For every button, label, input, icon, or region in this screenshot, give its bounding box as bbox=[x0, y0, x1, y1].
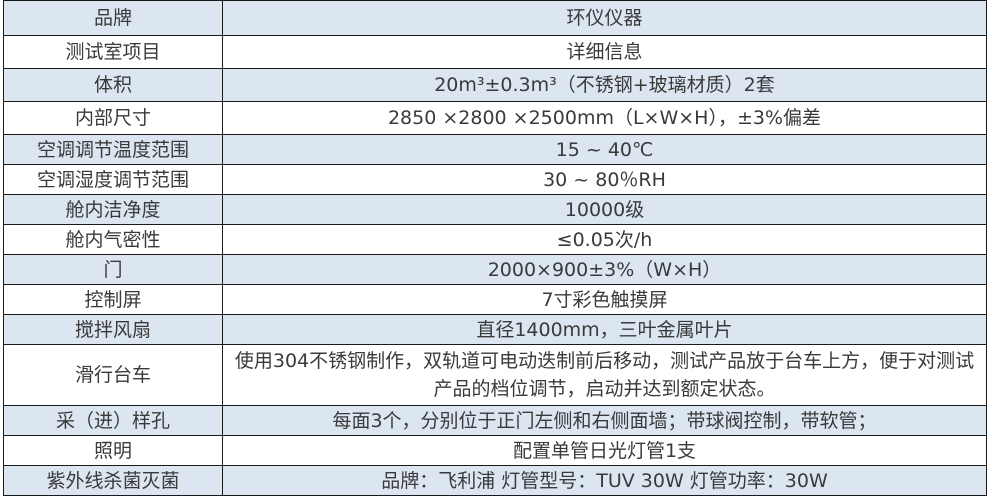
row-value: 20m³±0.3m³（不锈钢+玻璃材质）2套 bbox=[222, 68, 987, 102]
row-label: 滑行台车 bbox=[3, 344, 223, 406]
row-value: 2850 ×2800 ×2500mm（L×W×H），±3%偏差 bbox=[222, 101, 987, 135]
row-value: 30 ~ 80％RH bbox=[222, 164, 987, 195]
table-row: 紫外线杀菌灭菌 品牌：飞利浦 灯管型号：TUV 30W 灯管功率：30W bbox=[3, 465, 987, 496]
table-row: 体积 20m³±0.3m³（不锈钢+玻璃材质）2套 bbox=[3, 68, 987, 102]
table-row: 舱内气密性 ≤0.05次/h bbox=[3, 224, 987, 255]
row-label: 门 bbox=[3, 254, 223, 285]
table-row: 控制屏 7寸彩色触摸屏 bbox=[3, 284, 987, 315]
row-label: 空调调节温度范围 bbox=[3, 134, 223, 165]
row-value: 详细信息 bbox=[222, 35, 987, 69]
table-row: 采（进）样孔 每面3个，分别位于正门左侧和右侧面墙；带球阀控制，带软管； bbox=[3, 405, 987, 436]
row-label: 测试室项目 bbox=[3, 35, 223, 69]
row-value: 2000×900±3%（W×H） bbox=[222, 254, 987, 285]
row-value: 15 ~ 40℃ bbox=[222, 134, 987, 165]
table-row: 测试室项目 详细信息 bbox=[3, 35, 987, 69]
row-value: 环仪仪器 bbox=[222, 0, 987, 36]
row-value: 每面3个，分别位于正门左侧和右侧面墙；带球阀控制，带软管； bbox=[222, 405, 987, 436]
row-value: ≤0.05次/h bbox=[222, 224, 987, 255]
table-row: 照明 配置单管日光灯管1支 bbox=[3, 435, 987, 466]
row-label: 空调湿度调节范围 bbox=[3, 164, 223, 195]
table-row: 舱内洁净度 10000级 bbox=[3, 194, 987, 225]
row-value: 配置单管日光灯管1支 bbox=[222, 435, 987, 466]
row-label: 体积 bbox=[3, 68, 223, 102]
table-row: 门 2000×900±3%（W×H） bbox=[3, 254, 987, 285]
row-label: 紫外线杀菌灭菌 bbox=[3, 465, 223, 496]
table-row: 滑行台车 使用304不锈钢制作，双轨道可电动迭制前后移动，测试产品放于台车上方，便… bbox=[3, 344, 987, 406]
row-label: 照明 bbox=[3, 435, 223, 466]
row-value: 直径1400mm，三叶金属叶片 bbox=[222, 314, 987, 345]
row-value: 10000级 bbox=[222, 194, 987, 225]
row-label: 内部尺寸 bbox=[3, 101, 223, 135]
row-label: 控制屏 bbox=[3, 284, 223, 315]
table-header-row: 品牌 环仪仪器 bbox=[3, 0, 987, 36]
row-value: 7寸彩色触摸屏 bbox=[222, 284, 987, 315]
row-value: 使用304不锈钢制作，双轨道可电动迭制前后移动，测试产品放于台车上方，便于对测试… bbox=[222, 344, 987, 406]
table-row: 空调湿度调节范围 30 ~ 80％RH bbox=[3, 164, 987, 195]
spec-table: 品牌 环仪仪器 测试室项目 详细信息 体积 20m³±0.3m³（不锈钢+玻璃材质）2套内… bbox=[3, 0, 987, 496]
row-label: 品牌 bbox=[3, 0, 223, 36]
row-label: 舱内洁净度 bbox=[3, 194, 223, 225]
table-row: 内部尺寸 2850 ×2800 ×2500mm（L×W×H），±3%偏差 bbox=[3, 101, 987, 135]
table-row: 空调调节温度范围 15 ~ 40℃ bbox=[3, 134, 987, 165]
row-label: 舱内气密性 bbox=[3, 224, 223, 255]
table-row: 搅拌风扇 直径1400mm，三叶金属叶片 bbox=[3, 314, 987, 345]
row-value: 品牌：飞利浦 灯管型号：TUV 30W 灯管功率：30W bbox=[222, 465, 987, 496]
row-label: 搅拌风扇 bbox=[3, 314, 223, 345]
row-label: 采（进）样孔 bbox=[3, 405, 223, 436]
